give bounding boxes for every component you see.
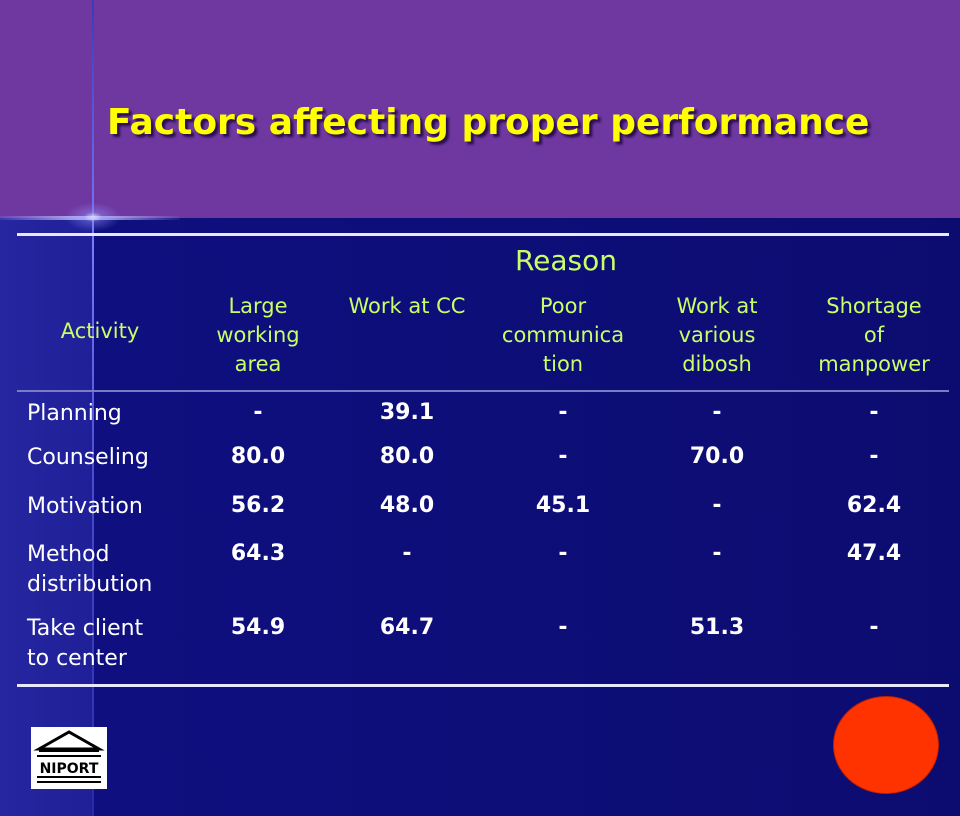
title-banner	[0, 0, 960, 218]
row-label: Method distribution	[27, 540, 152, 600]
table-cell: 62.4	[846, 493, 902, 518]
table-cell: 56.2	[230, 493, 286, 518]
sparkle-icon	[60, 200, 126, 234]
row-label: Counseling	[27, 443, 149, 473]
column-header-line: Large	[228, 294, 288, 318]
column-header-line: Poor	[539, 294, 587, 318]
red-circle-marker	[833, 696, 939, 794]
table-cell: -	[558, 541, 568, 566]
column-header-line: manpower	[818, 352, 930, 376]
table-cell: 80.0	[230, 444, 286, 469]
table-cell: 70.0	[689, 444, 745, 469]
table-cell: 45.1	[535, 493, 591, 518]
column-header-line: area	[234, 352, 282, 376]
table-cell: -	[869, 615, 879, 640]
row-label: Motivation	[27, 492, 143, 522]
column-header-2: Work at CC	[332, 292, 482, 321]
table-cell: -	[712, 493, 722, 518]
niport-logo-icon: NIPORT	[33, 730, 105, 783]
table-cell: 80.0	[379, 444, 435, 469]
column-header-line: Work at	[676, 294, 758, 318]
table-cell: 48.0	[379, 493, 435, 518]
table-cell: -	[253, 400, 263, 425]
column-header-line: Work at CC	[348, 294, 466, 318]
activity-column-header: Activity	[60, 319, 140, 343]
table-cell: -	[712, 400, 722, 425]
table-cell: -	[558, 400, 568, 425]
slide-title: Factors affecting proper performance	[107, 102, 870, 143]
column-header-1: Large working area	[193, 292, 323, 379]
table-cell: -	[869, 400, 879, 425]
row-label: Take client to center	[27, 614, 143, 674]
table-cell: 39.1	[379, 400, 435, 425]
column-header-4: Work at various dibosh	[642, 292, 792, 379]
table-cell: 54.9	[230, 615, 286, 640]
column-header-line: various	[678, 323, 756, 347]
table-bottom-rule	[17, 684, 949, 687]
table-cell: -	[558, 444, 568, 469]
row-label: Planning	[27, 399, 122, 429]
column-header-line: tion	[542, 352, 584, 376]
column-header-line: communica	[501, 323, 625, 347]
table-cell: 64.7	[379, 615, 435, 640]
row-label-line: distribution	[27, 572, 153, 597]
row-label-line: Take client	[27, 616, 144, 641]
table-cell: 51.3	[689, 615, 745, 640]
reason-group-header: Reason	[514, 244, 618, 277]
row-label-line: Method	[27, 542, 110, 567]
row-label-line: to center	[27, 646, 127, 671]
left-sidebar-band	[0, 218, 93, 816]
row-label-line: Counseling	[27, 445, 149, 470]
column-header-3: Poor communica tion	[483, 292, 643, 379]
table-cell: 64.3	[230, 541, 286, 566]
column-header-line: of	[863, 323, 885, 347]
row-label-line: Planning	[27, 401, 122, 426]
table-cell: -	[869, 444, 879, 469]
logo-text: NIPORT	[40, 761, 99, 777]
vertical-accent-line	[92, 0, 94, 816]
table-header-rule	[17, 390, 949, 392]
niport-logo: NIPORT	[31, 727, 107, 789]
column-header-line: working	[216, 323, 300, 347]
column-header-5: Shortage of manpower	[794, 292, 954, 379]
column-header-line: Shortage	[826, 294, 922, 318]
row-label-line: Motivation	[27, 494, 143, 519]
table-cell: -	[712, 541, 722, 566]
table-cell: 47.4	[846, 541, 902, 566]
column-header-line: dibosh	[682, 352, 752, 376]
table-top-rule	[17, 233, 949, 236]
table-cell: -	[558, 615, 568, 640]
table-cell: -	[402, 541, 412, 566]
